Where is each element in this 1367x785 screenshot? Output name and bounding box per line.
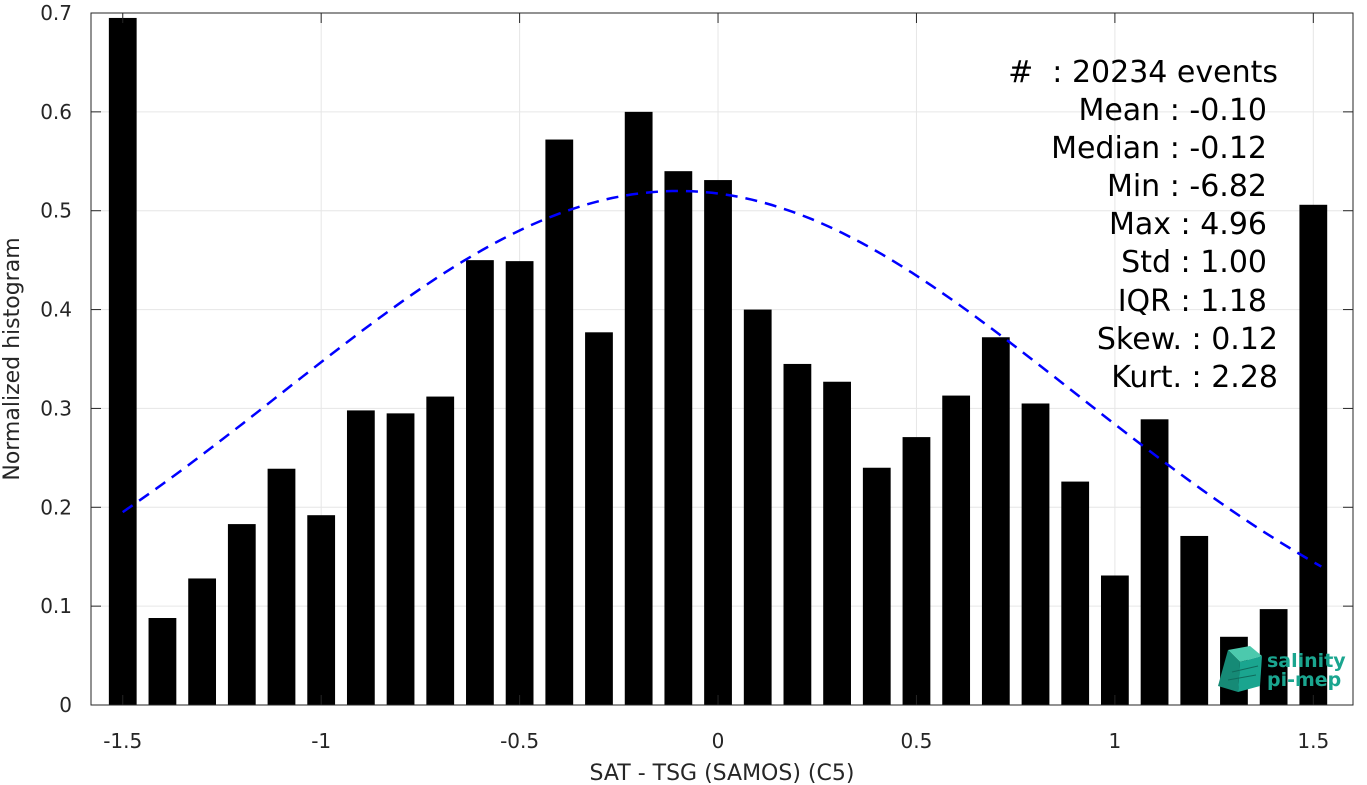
- histogram-bar: [307, 515, 336, 705]
- logo-text-line1: salinity: [1267, 650, 1346, 672]
- cube-logo-icon: [1218, 646, 1262, 692]
- x-tick-label: 1.5: [1297, 729, 1329, 753]
- y-tick-label: 0.7: [40, 1, 72, 25]
- y-axis-ticks: 0 0.1 0.2 0.3 0.4 0.5 0.6 0.7: [40, 1, 1353, 717]
- histogram-bar: [148, 618, 177, 705]
- histogram-bar: [1100, 575, 1129, 705]
- y-tick-label: 0.1: [40, 594, 72, 618]
- x-tick-label: -0.5: [500, 729, 539, 753]
- x-axis-label: SAT - TSG (SAMOS) (C5): [590, 761, 855, 785]
- histogram-bar: [346, 410, 375, 705]
- salinity-pi-mep-logo: salinity pi-mep: [1218, 646, 1346, 692]
- stats-mean: Mean : -0.10: [1078, 93, 1267, 128]
- histogram-bar: [664, 171, 693, 705]
- y-tick-label: 0.3: [40, 396, 72, 420]
- histogram-bar: [1061, 481, 1090, 705]
- stats-skew: Skew. : 0.12: [1097, 322, 1278, 357]
- histogram-bar: [466, 260, 494, 705]
- x-tick-label: 0: [712, 729, 725, 753]
- histogram-bar: [1140, 419, 1169, 705]
- histogram-bar: [1180, 535, 1209, 705]
- x-tick-label: -1.5: [103, 729, 142, 753]
- plot-frame: [90, 12, 1354, 706]
- histogram-bar: [545, 139, 574, 706]
- y-tick-label: 0.6: [40, 100, 72, 124]
- stats-std: Std : 1.00: [1121, 245, 1267, 280]
- histogram-bar: [981, 337, 1010, 705]
- histogram-bar: [902, 437, 931, 705]
- x-axis-ticks: -1.5 -1 -0.5 0 0.5 1 1.5: [103, 13, 1329, 753]
- logo-text-line2: pi-mep: [1267, 669, 1341, 691]
- stats-max: Max : 4.96: [1109, 207, 1267, 242]
- x-tick-label: 0.5: [901, 729, 933, 753]
- stats-count: # : 20234 events: [1008, 55, 1278, 90]
- histogram-bar: [505, 261, 534, 705]
- stats-min: Min : -6.82: [1107, 169, 1267, 204]
- x-tick-label: -1: [311, 729, 331, 753]
- y-tick-label: 0: [59, 693, 72, 717]
- histogram-bar: [267, 468, 296, 705]
- histogram-bar: [704, 180, 732, 705]
- histogram-bar: [823, 381, 851, 705]
- histogram-bar: [1299, 204, 1328, 706]
- stats-median: Median : -0.12: [1051, 131, 1267, 166]
- histogram-bar: [862, 467, 891, 705]
- histogram-bar: [624, 111, 653, 706]
- stats-box: # : 20234 events Mean : -0.10 Median : -…: [1008, 55, 1278, 395]
- stats-iqr: IQR : 1.18: [1118, 284, 1267, 319]
- histogram-bar: [942, 395, 971, 705]
- histogram-bar: [743, 309, 772, 705]
- histogram-bar: [1259, 609, 1288, 705]
- histogram-bar: [386, 413, 415, 705]
- y-tick-label: 0.2: [40, 495, 72, 519]
- histogram-bar: [108, 17, 137, 705]
- x-tick-label: 1: [1109, 729, 1122, 753]
- histogram-bar: [783, 363, 812, 705]
- stats-kurt: Kurt. : 2.28: [1111, 360, 1278, 395]
- histogram-bar: [1021, 403, 1050, 705]
- histogram-bars: [108, 17, 1328, 706]
- histogram-bar: [585, 332, 613, 705]
- histogram-bar: [188, 578, 217, 705]
- histogram-bar: [227, 524, 256, 705]
- y-tick-label: 0.4: [40, 298, 72, 322]
- normal-fit-curve: [121, 189, 1322, 568]
- y-axis-label: Normalized histogram: [0, 237, 25, 480]
- y-tick-label: 0.5: [40, 199, 72, 223]
- histogram-bar: [426, 396, 455, 705]
